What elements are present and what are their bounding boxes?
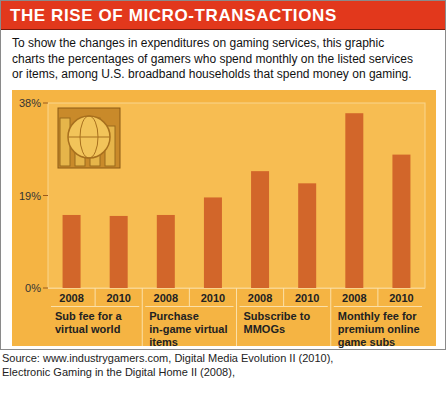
icon-globe xyxy=(68,116,110,158)
y-tick-label: 19% xyxy=(19,190,41,202)
x-category-label: Monthly fee forpremium onlinegame subs xyxy=(338,310,420,348)
bars xyxy=(63,113,411,288)
label-line: Monthly fee for xyxy=(338,310,418,322)
x-category-label: Subscribe toMMOGs xyxy=(244,310,311,335)
frame xyxy=(1,1,446,350)
label-line: game subs xyxy=(338,336,395,348)
label-line: Purchase xyxy=(149,310,199,322)
bar xyxy=(110,216,128,288)
x-sub-label: 2008 xyxy=(248,292,272,304)
x-sub-label: 2010 xyxy=(295,292,319,304)
icon-bg xyxy=(58,108,120,168)
label-line: virtual world xyxy=(55,323,120,335)
y-tick xyxy=(43,103,48,104)
label-line: premium online xyxy=(338,323,420,335)
label-line: items xyxy=(149,336,178,348)
bar xyxy=(251,171,269,288)
plot-area xyxy=(48,103,425,288)
label-rule xyxy=(240,306,328,307)
x-sub-label: 2010 xyxy=(106,292,130,304)
year-divider xyxy=(377,288,378,306)
y-tick xyxy=(43,195,48,196)
year-divider xyxy=(95,288,96,306)
group-divider xyxy=(142,288,143,346)
subtitle: To show the changes in expenditures on g… xyxy=(12,36,384,50)
subtitle: or items, among U.S. broadband household… xyxy=(12,67,412,81)
chart: THE RISE OF MICRO-TRANSACTIONS To show th… xyxy=(0,0,446,393)
y-tick-label: 38% xyxy=(19,97,41,109)
year-divider xyxy=(189,288,190,306)
header-bar xyxy=(1,1,445,29)
chart-panel xyxy=(12,90,436,346)
bar xyxy=(298,183,316,288)
bar xyxy=(392,155,410,288)
label-line: in-game virtual xyxy=(149,323,227,335)
label-rule xyxy=(334,306,422,307)
bar xyxy=(63,215,81,288)
icon-equator xyxy=(68,137,110,138)
x-sub-label: 2010 xyxy=(389,292,413,304)
bar xyxy=(157,215,175,288)
x-sub-label: 2008 xyxy=(59,292,83,304)
bar xyxy=(345,113,363,288)
bar xyxy=(204,197,222,288)
x-sub-label: 2010 xyxy=(201,292,225,304)
x-sub-label: 2008 xyxy=(154,292,178,304)
group-divider xyxy=(236,288,237,346)
title: THE RISE OF MICRO-TRANSACTIONS xyxy=(10,6,337,25)
x-category-label: Sub fee for avirtual world xyxy=(55,310,123,335)
label-rule xyxy=(51,306,139,307)
source: Electronic Gaming in the Digital Home II… xyxy=(2,366,235,378)
label-line: MMOGs xyxy=(244,323,286,335)
label-rule xyxy=(145,306,233,307)
source: Source: www.industrygamers.com, Digital … xyxy=(2,352,333,364)
year-divider xyxy=(283,288,284,306)
header-rule xyxy=(1,29,445,30)
x-category-label: Purchasein-game virtualitems xyxy=(149,310,227,348)
label-line: Sub fee for a xyxy=(55,310,123,322)
subtitle: charts the percentages of gamers who spe… xyxy=(12,52,413,66)
group-divider xyxy=(330,288,331,346)
y-tick xyxy=(43,288,48,289)
globe-icon xyxy=(58,108,120,168)
y-tick-label: 0% xyxy=(25,282,41,294)
label-line: Subscribe to xyxy=(244,310,311,322)
x-sub-label: 2008 xyxy=(342,292,366,304)
